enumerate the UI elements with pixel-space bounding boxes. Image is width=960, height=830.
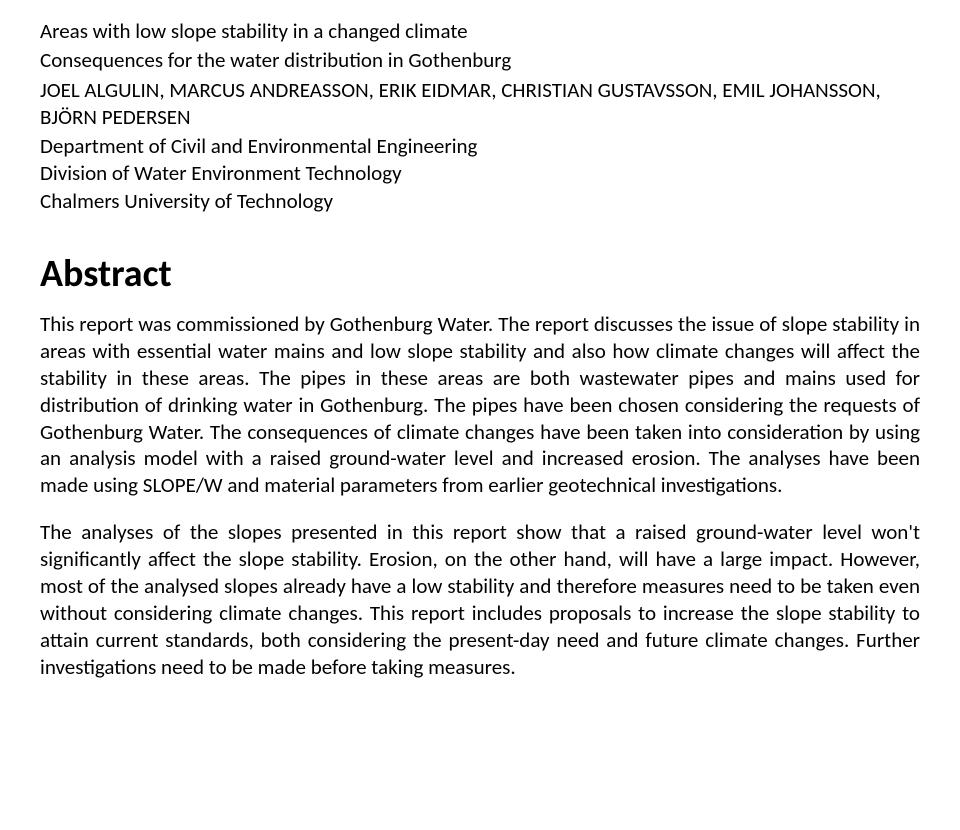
- abstract-paragraph-2: The analyses of the slopes presented in …: [40, 519, 920, 680]
- document-department: Department of Civil and Environmental En…: [40, 133, 920, 160]
- document-university: Chalmers University of Technology: [40, 188, 920, 215]
- document-division: Division of Water Environment Technology: [40, 160, 920, 187]
- document-page: Areas with low slope stability in a chan…: [0, 0, 960, 710]
- document-title: Areas with low slope stability in a chan…: [40, 18, 920, 45]
- abstract-paragraph-1: This report was commissioned by Gothenbu…: [40, 311, 920, 499]
- document-authors: JOEL ALGULIN, MARCUS ANDREASSON, ERIK EI…: [40, 77, 920, 132]
- document-subtitle: Consequences for the water distribution …: [40, 47, 920, 74]
- abstract-heading: Abstract: [40, 251, 920, 297]
